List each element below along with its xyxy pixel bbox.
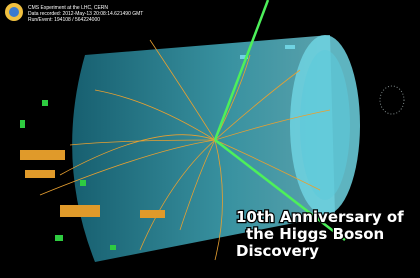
header-run-event: Run/Event: 194108 / 564224000 [28, 17, 100, 23]
caption-line: the Higgs Boson [246, 225, 384, 243]
caption-line: 10th Anniversary of [236, 208, 404, 226]
caption-line: Discovery [236, 242, 319, 260]
cms-logo-inner [9, 7, 19, 17]
event-display: CMS Experiment at the LHC, CERN Data rec… [0, 0, 420, 278]
